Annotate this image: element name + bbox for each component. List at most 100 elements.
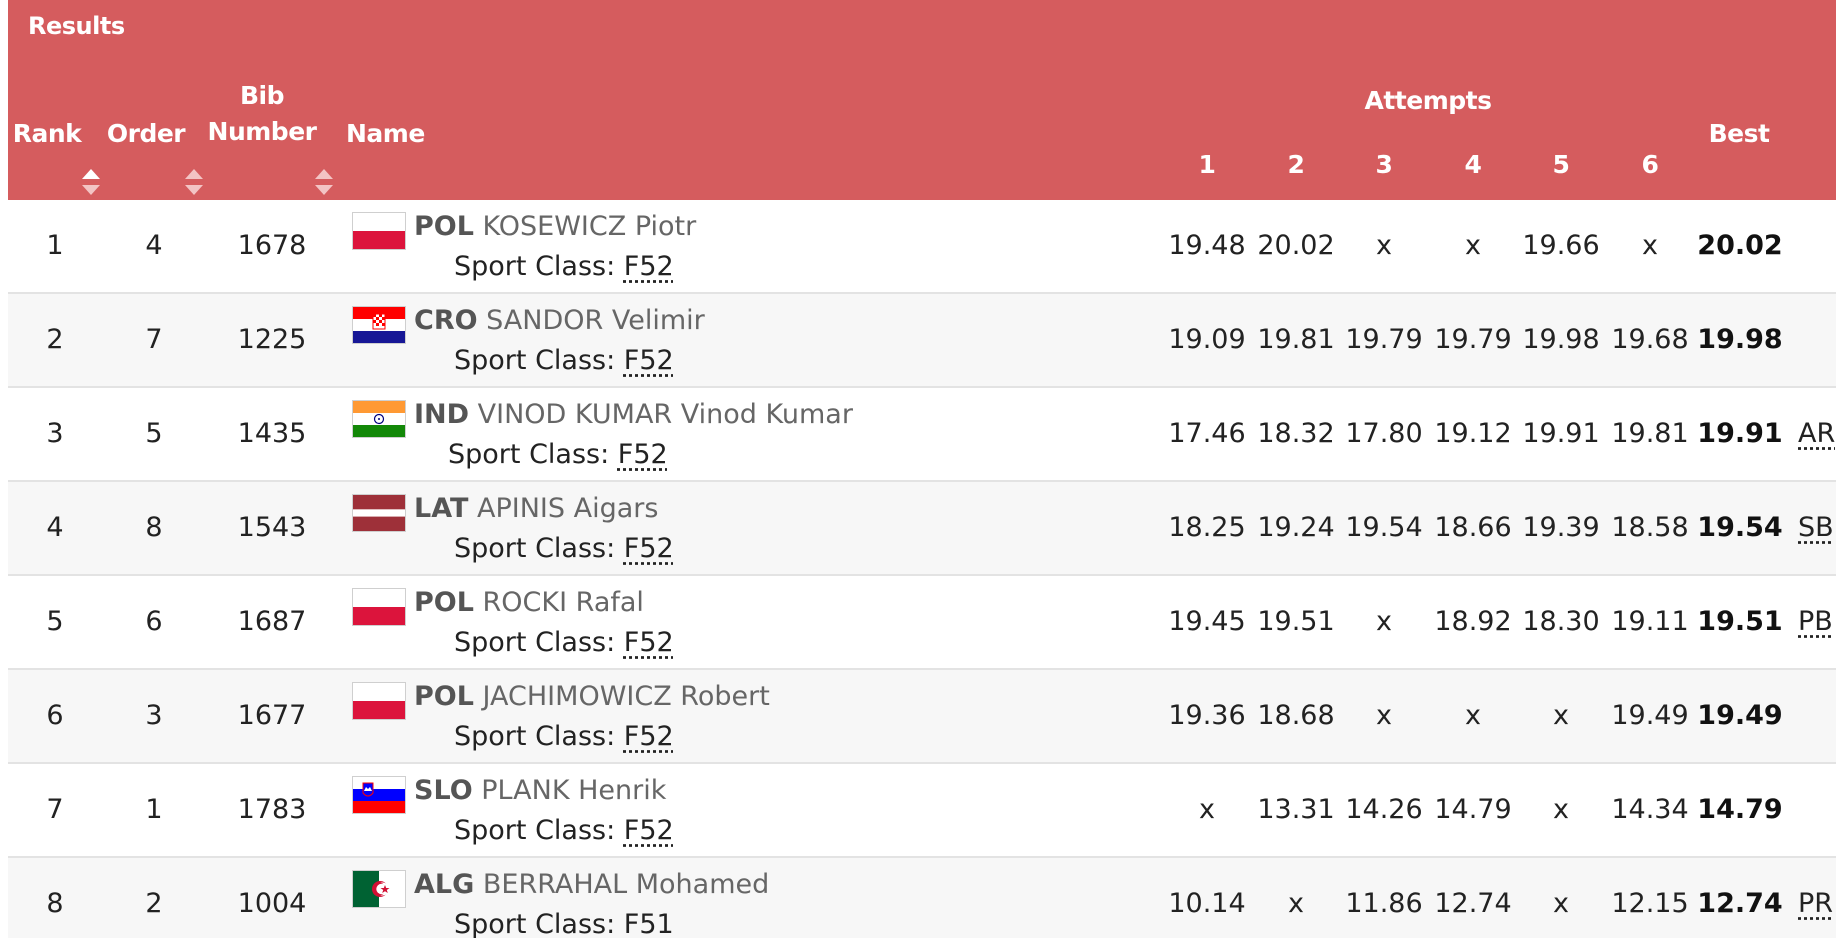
attempt-cell: x — [1553, 700, 1569, 731]
order-cell: 3 — [145, 700, 163, 731]
results-title: Results — [28, 12, 125, 40]
order-cell: 4 — [145, 230, 163, 261]
athlete-full-name[interactable]: ROCKI Rafal — [482, 587, 644, 618]
column-header-name: Name — [346, 119, 425, 148]
sport-class-label: Sport Class: — [454, 815, 616, 846]
flag-latvia-icon — [352, 494, 406, 532]
country-code: POL — [414, 211, 474, 242]
sport-class: Sport Class: F51 — [454, 906, 674, 938]
attempt-cell: 19.49 — [1611, 700, 1689, 731]
bib-cell: 1783 — [237, 794, 307, 825]
attempt-cell: 19.68 — [1611, 324, 1689, 355]
sport-class: Sport Class: F52 — [448, 436, 668, 474]
attempt-cell: 19.66 — [1522, 230, 1600, 261]
rank-cell: 7 — [46, 794, 64, 825]
attempt-cell: 19.45 — [1168, 606, 1246, 637]
rank-cell: 3 — [46, 418, 64, 449]
attempt-cell: 11.86 — [1345, 888, 1423, 919]
sport-class-value[interactable]: F51 — [623, 909, 674, 938]
athlete-name[interactable]: SLO PLANK Henrik — [414, 772, 666, 810]
column-header-rank[interactable]: Rank — [12, 119, 82, 148]
sport-class-value[interactable]: F52 — [623, 533, 674, 564]
athlete-full-name[interactable]: APINIS Aigars — [477, 493, 659, 524]
flag-poland-icon — [352, 212, 406, 250]
attempt-number-4: 4 — [1464, 150, 1482, 179]
flag-poland-icon — [352, 588, 406, 626]
record-badge[interactable]: AR — [1798, 418, 1836, 449]
best-mark-cell: 14.79 — [1697, 794, 1783, 825]
athlete-name[interactable]: POL JACHIMOWICZ Robert — [414, 678, 770, 716]
athlete-name[interactable]: IND VINOD KUMAR Vinod Kumar — [414, 396, 853, 434]
attempt-cell: 12.15 — [1611, 888, 1689, 919]
results-table-header: Results Rank Order Bib Number Name Attem… — [8, 0, 1836, 200]
sport-class: Sport Class: F52 — [454, 248, 674, 286]
flag-india-icon — [352, 400, 406, 438]
athlete-full-name[interactable]: KOSEWICZ Piotr — [482, 211, 697, 242]
athlete-full-name[interactable]: BERRAHAL Mohamed — [482, 869, 770, 900]
country-code: IND — [414, 399, 470, 430]
column-header-order[interactable]: Order — [106, 119, 186, 148]
sport-class: Sport Class: F52 — [454, 812, 674, 850]
record-badge[interactable]: SB — [1798, 512, 1834, 543]
sport-class-value[interactable]: F52 — [623, 251, 674, 282]
attempt-cell: 14.34 — [1611, 794, 1689, 825]
athlete-full-name[interactable]: PLANK Henrik — [481, 775, 667, 806]
sort-icon[interactable] — [314, 167, 334, 197]
bib-cell: 1543 — [237, 512, 307, 543]
attempt-cell: 12.74 — [1434, 888, 1512, 919]
attempt-cell: 17.80 — [1345, 418, 1423, 449]
rank-cell: 4 — [46, 512, 64, 543]
attempt-cell: 18.25 — [1168, 512, 1246, 543]
country-code: ALG — [414, 869, 475, 900]
attempt-cell: x — [1288, 888, 1304, 919]
athlete-name[interactable]: CRO SANDOR Velimir — [414, 302, 705, 340]
sport-class-value[interactable]: F52 — [623, 627, 674, 658]
record-badge[interactable]: PR — [1798, 888, 1834, 919]
sport-class-label: Sport Class: — [454, 251, 616, 282]
athlete-full-name[interactable]: JACHIMOWICZ Robert — [482, 681, 770, 712]
order-cell: 8 — [145, 512, 163, 543]
attempt-cell: x — [1376, 700, 1392, 731]
attempt-cell: 19.51 — [1257, 606, 1335, 637]
sport-class-value[interactable]: F52 — [623, 345, 674, 376]
column-header-bib-line2[interactable]: Number — [207, 117, 317, 146]
attempt-cell: 19.39 — [1522, 512, 1600, 543]
sort-ascending-icon[interactable] — [81, 167, 101, 197]
table-row: 2 7 1225 CRO SANDOR Velimir Sport Class: F52… — [8, 294, 1836, 388]
attempt-cell: 18.30 — [1522, 606, 1600, 637]
attempt-number-1: 1 — [1198, 150, 1216, 179]
attempt-cell: 19.48 — [1168, 230, 1246, 261]
flag-algeria-icon — [352, 870, 406, 908]
results-table-body: 1 4 1678 POL KOSEWICZ Piotr Sport Class: F52… — [8, 200, 1836, 938]
bib-cell: 1435 — [237, 418, 307, 449]
athlete-name[interactable]: LAT APINIS Aigars — [414, 490, 658, 528]
attempt-cell: x — [1376, 230, 1392, 261]
athlete-name[interactable]: POL ROCKI Rafal — [414, 584, 644, 622]
sport-class-label: Sport Class: — [454, 909, 616, 938]
country-code: CRO — [414, 305, 478, 336]
attempt-cell: 19.91 — [1522, 418, 1600, 449]
table-row: 6 3 1677 POL JACHIMOWICZ Robert Sport Class:… — [8, 670, 1836, 764]
order-cell: 5 — [145, 418, 163, 449]
sport-class-value[interactable]: F52 — [623, 721, 674, 752]
sport-class-value[interactable]: F52 — [617, 439, 668, 470]
attempt-cell: 19.09 — [1168, 324, 1246, 355]
attempt-cell: 10.14 — [1168, 888, 1246, 919]
attempt-cell: 19.98 — [1522, 324, 1600, 355]
rank-cell: 2 — [46, 324, 64, 355]
rank-cell: 1 — [46, 230, 64, 261]
bib-cell: 1677 — [237, 700, 307, 731]
sport-class-label: Sport Class: — [454, 345, 616, 376]
attempt-cell: 19.81 — [1257, 324, 1335, 355]
sport-class: Sport Class: F52 — [454, 342, 674, 380]
athlete-name[interactable]: ALG BERRAHAL Mohamed — [414, 866, 769, 904]
bib-cell: 1687 — [237, 606, 307, 637]
record-badge[interactable]: PB — [1798, 606, 1833, 637]
athlete-full-name[interactable]: VINOD KUMAR Vinod Kumar — [477, 399, 853, 430]
sort-icon[interactable] — [184, 167, 204, 197]
athlete-name[interactable]: POL KOSEWICZ Piotr — [414, 208, 696, 246]
attempt-cell: x — [1553, 794, 1569, 825]
column-header-bib-line1[interactable]: Bib — [239, 81, 285, 110]
sport-class-value[interactable]: F52 — [623, 815, 674, 846]
athlete-full-name[interactable]: SANDOR Velimir — [486, 305, 705, 336]
